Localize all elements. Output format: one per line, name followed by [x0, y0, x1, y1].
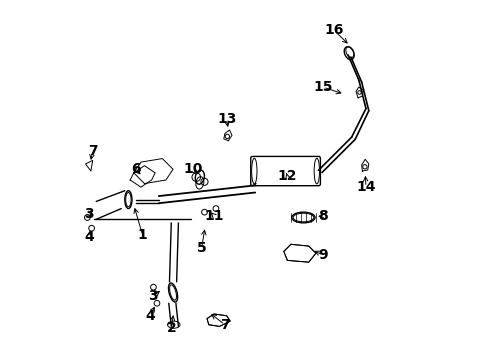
FancyBboxPatch shape	[250, 157, 320, 186]
Text: 16: 16	[324, 23, 343, 37]
Text: 6: 6	[130, 162, 140, 176]
Text: 9: 9	[318, 248, 327, 262]
Text: 7: 7	[220, 318, 229, 332]
Text: 13: 13	[217, 112, 236, 126]
Text: 1: 1	[138, 228, 147, 242]
Text: 15: 15	[313, 80, 332, 94]
Text: 4: 4	[84, 230, 94, 244]
Text: 2: 2	[166, 321, 176, 335]
Text: 7: 7	[88, 144, 97, 158]
Text: 10: 10	[183, 162, 202, 176]
Text: 8: 8	[318, 209, 327, 223]
Text: 14: 14	[355, 180, 375, 194]
Polygon shape	[85, 160, 93, 171]
Text: 4: 4	[144, 309, 154, 323]
Text: 5: 5	[196, 241, 206, 255]
Polygon shape	[283, 244, 315, 262]
Polygon shape	[206, 314, 230, 327]
Text: 3: 3	[84, 207, 94, 221]
Text: 3: 3	[148, 289, 158, 303]
Text: 11: 11	[204, 209, 224, 223]
Text: 12: 12	[277, 170, 297, 184]
